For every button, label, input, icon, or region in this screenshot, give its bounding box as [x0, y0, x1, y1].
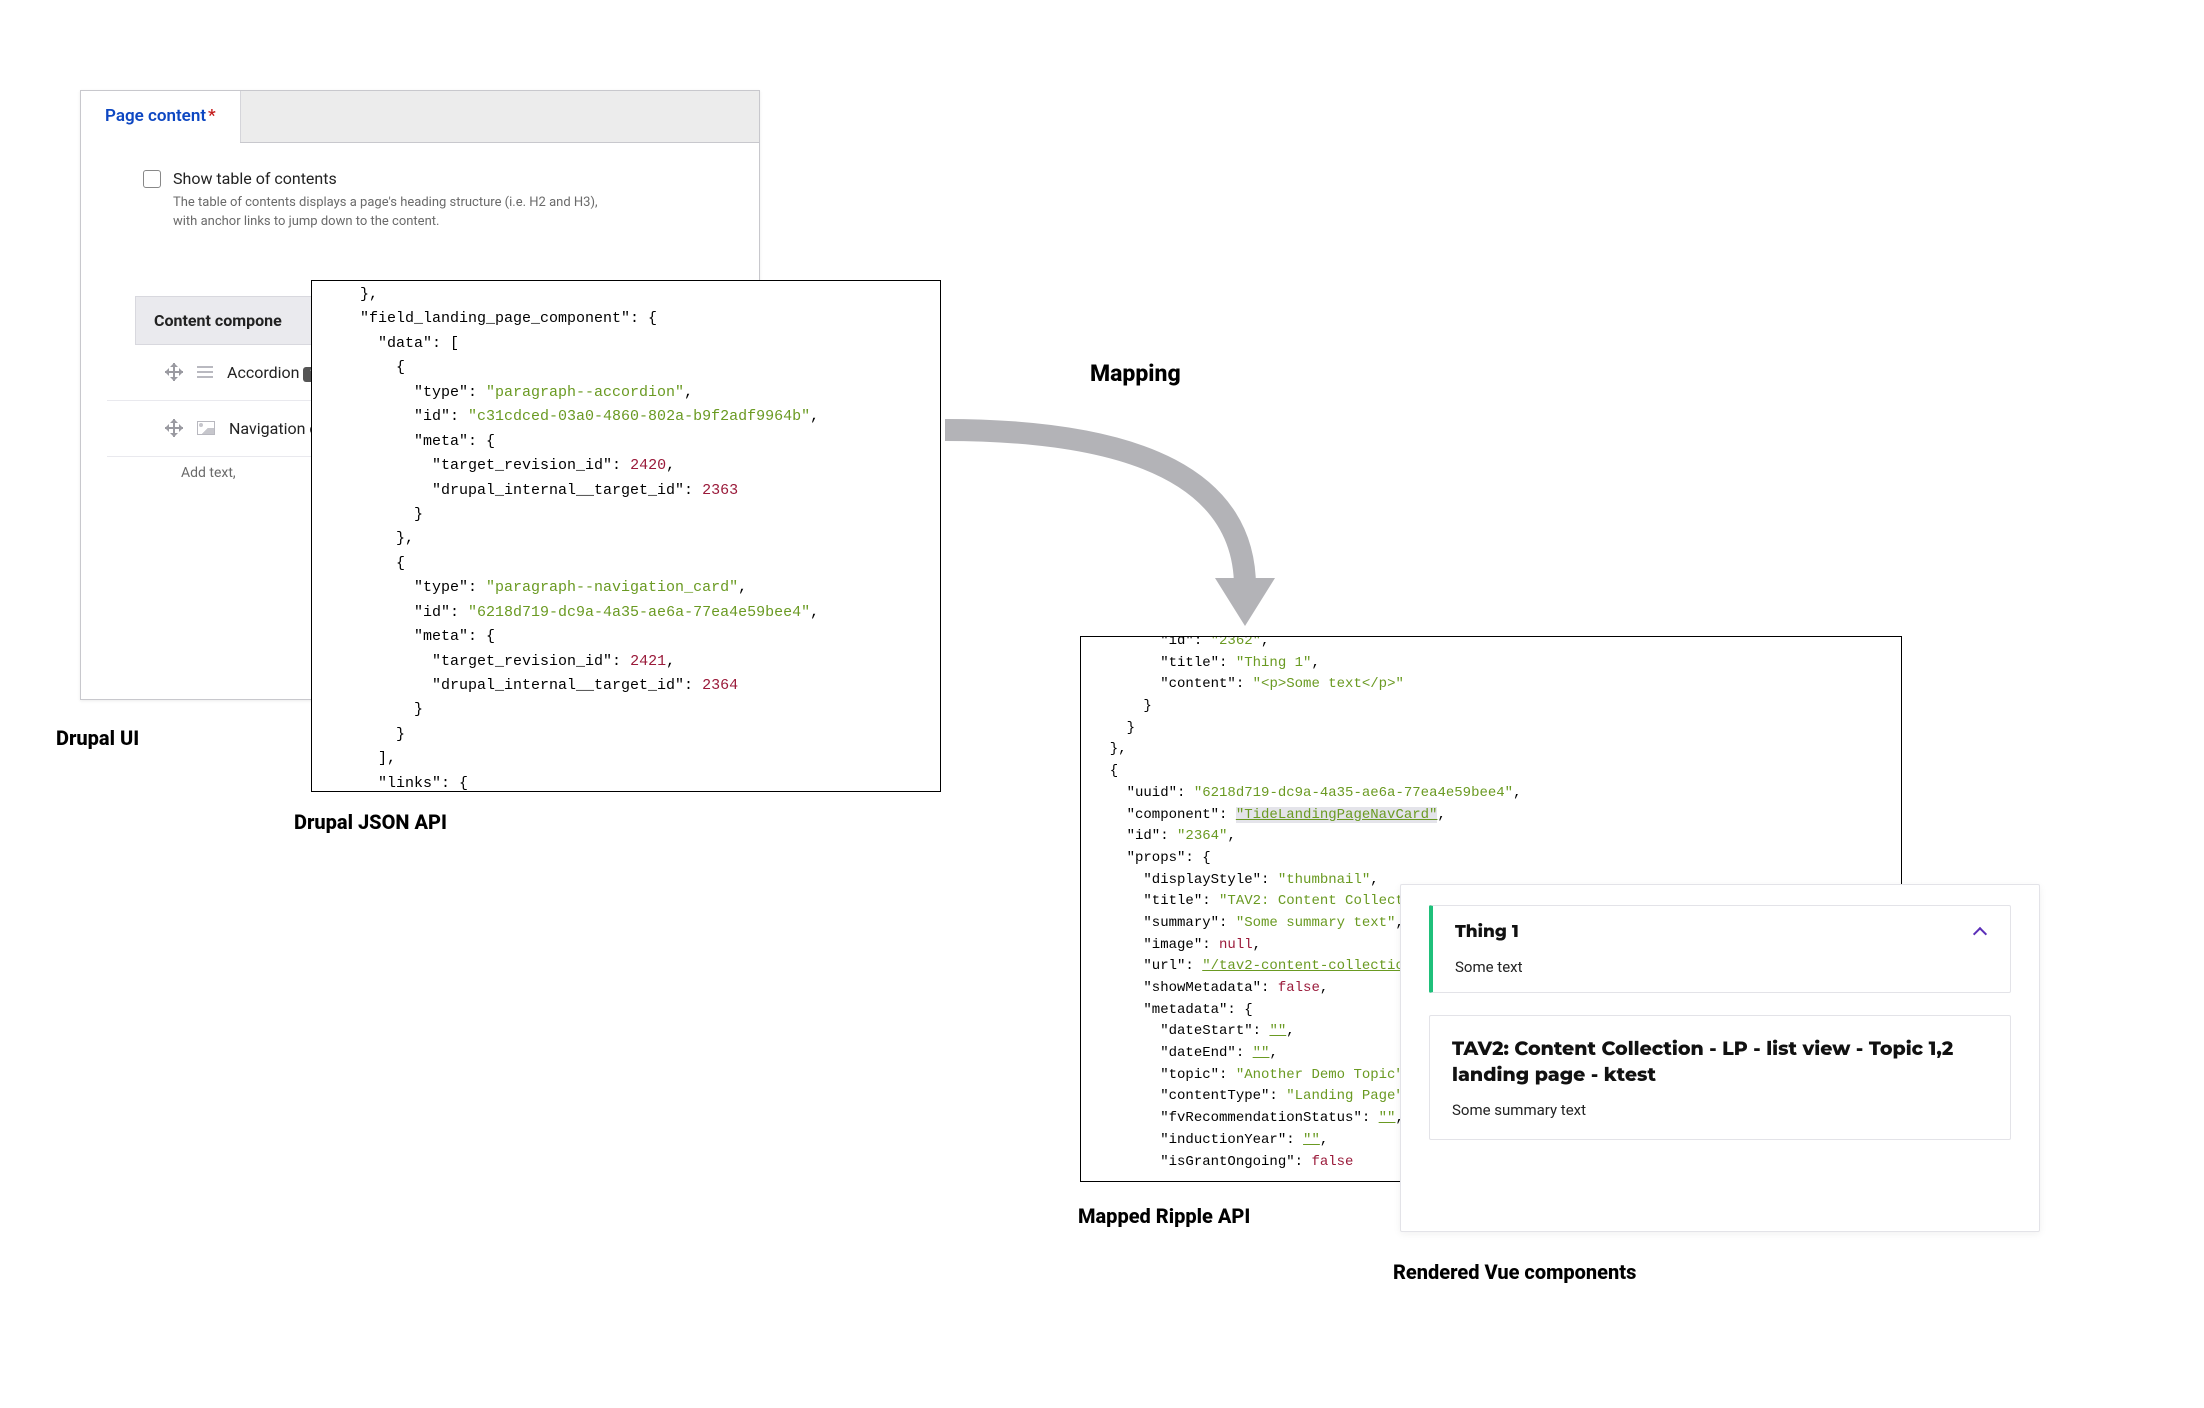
component-type-label: Navigation c — [229, 419, 318, 438]
mapping-arrow — [945, 412, 1325, 642]
drupal-json-panel: }, "field_landing_page_component": { "da… — [311, 280, 941, 792]
nav-card-title: TAV2: Content Collection - LP - list vie… — [1452, 1036, 1988, 1087]
caption-vue: Rendered Vue components — [1393, 1260, 1636, 1284]
nav-card-summary: Some summary text — [1452, 1101, 1988, 1119]
tab-strip-rest — [240, 91, 759, 142]
show-toc-row: Show table of contents — [81, 143, 759, 188]
mapping-label: Mapping — [1090, 360, 1181, 387]
accordion-title: Thing 1 — [1455, 922, 1519, 942]
drag-handle-icon[interactable] — [165, 419, 183, 437]
caption-drupal-ui: Drupal UI — [56, 726, 139, 750]
show-toc-help: The table of contents displays a page's … — [81, 188, 661, 232]
chevron-up-icon[interactable] — [1972, 924, 1988, 940]
show-toc-label: Show table of contents — [173, 169, 337, 188]
accordion-body: Some text — [1455, 958, 1988, 976]
caption-ripple: Mapped Ripple API — [1078, 1204, 1250, 1228]
drag-handle-icon[interactable] — [165, 363, 183, 381]
required-mark: * — [208, 106, 216, 126]
component-type-label: Accordion 1 — [227, 363, 323, 382]
vue-rendered-panel: Thing 1 Some text TAV2: Content Collecti… — [1400, 884, 2040, 1232]
show-toc-checkbox[interactable] — [143, 170, 161, 188]
navigation-card-icon — [197, 421, 215, 435]
caption-drupal-json: Drupal JSON API — [294, 810, 447, 834]
navigation-card-component[interactable]: TAV2: Content Collection - LP - list vie… — [1429, 1015, 2011, 1140]
json-code: }, "field_landing_page_component": { "da… — [312, 281, 940, 792]
accordion-component[interactable]: Thing 1 Some text — [1429, 905, 2011, 993]
tab-strip: Page content* — [81, 91, 759, 143]
accordion-icon — [197, 366, 213, 378]
accordion-header: Thing 1 — [1455, 922, 1988, 942]
tab-label: Page content — [105, 106, 206, 126]
tab-page-content[interactable]: Page content* — [81, 91, 240, 143]
